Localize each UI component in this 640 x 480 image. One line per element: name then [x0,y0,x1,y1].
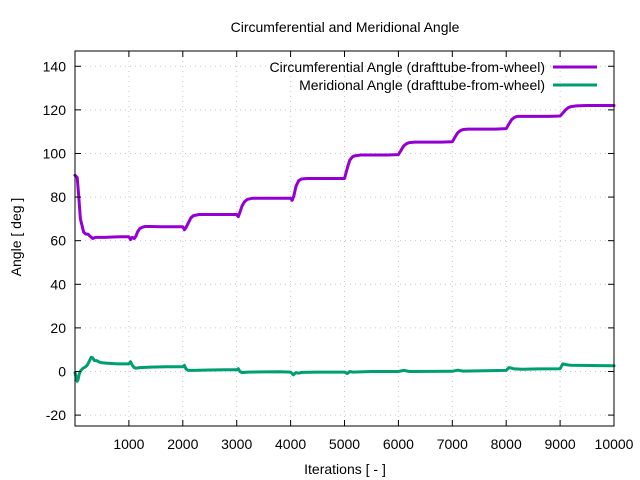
y-axis: -20 0 20 40 60 80 100 120 140 [43,58,614,423]
x-axis: 1000 2000 3000 4000 5000 6000 7000 8000 9000 1000… [113,51,634,452]
x-axis-label: Iterations [ - ] [304,461,386,477]
y-tick-label: -20 [46,407,66,423]
y-tick-label: 80 [50,189,66,205]
x-tick-label: 7000 [437,436,468,452]
y-tick-label: 0 [58,363,66,379]
x-tick-label: 3000 [221,436,252,452]
x-tick-label: 6000 [383,436,414,452]
x-tick-label: 5000 [329,436,360,452]
x-tick-label: 4000 [275,436,306,452]
y-tick-label: 140 [43,58,67,74]
x-tick-label: 1000 [113,436,144,452]
series-lines [73,104,616,383]
legend: Circumferential Angle (drafttube-from-wh… [270,59,597,93]
series-line-meridional [73,355,616,383]
x-tick-label: 10000 [595,436,634,452]
chart-title: Circumferential and Meridional Angle [231,19,460,35]
series-line-circumferential [73,104,616,242]
y-axis-label: Angle [ deg ] [8,198,24,277]
y-tick-label: 60 [50,233,66,249]
y-tick-label: 40 [50,276,66,292]
x-tick-label: 9000 [545,436,576,452]
x-tick-label: 2000 [167,436,198,452]
y-tick-label: 100 [43,145,67,161]
y-tick-label: 20 [50,320,66,336]
y-tick-label: 120 [43,102,67,118]
x-tick-label: 8000 [491,436,522,452]
legend-label: Circumferential Angle (drafttube-from-wh… [270,59,545,75]
legend-label: Meridional Angle (drafttube-from-wheel) [299,77,545,93]
